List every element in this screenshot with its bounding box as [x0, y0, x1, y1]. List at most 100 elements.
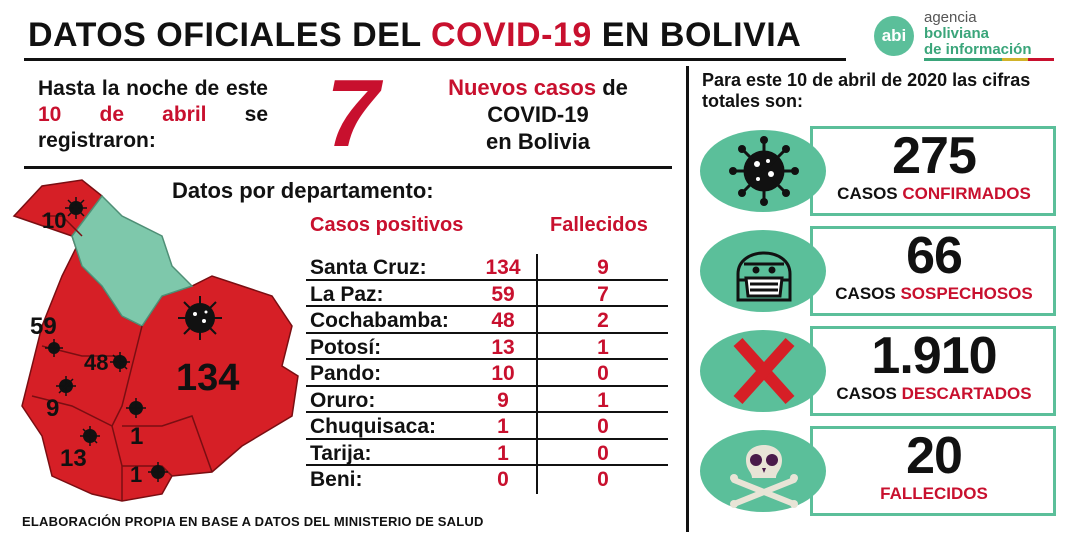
page-title: DATOS OFICIALES DEL COVID-19 EN BOLIVIA	[28, 16, 801, 55]
stat-label: FALLECIDOS	[812, 484, 1056, 504]
intro-text: Hasta la noche de este 10 de abril se re…	[38, 76, 268, 154]
horizontal-divider	[24, 166, 672, 169]
departments-table: Santa Cruz: 134 9 La Paz: 59 7 Cochabamba: 48 2 P…	[306, 254, 668, 493]
logo-line-3: de información	[924, 41, 1032, 58]
virus-icon	[65, 197, 87, 219]
abi-badge: abi	[874, 16, 914, 56]
virus-icon	[80, 426, 100, 446]
death-count: 1	[597, 388, 609, 412]
table-row: Pando: 10 0	[306, 360, 668, 387]
department-name: Pando:	[310, 362, 382, 385]
title-prefix: DATOS OFICIALES DEL	[28, 16, 421, 54]
map-label-tarija: 1	[130, 462, 142, 487]
new-cases-label-red: Nuevos casos	[448, 75, 597, 100]
stat-number: 66	[906, 227, 963, 285]
positive-count: 1	[497, 441, 509, 465]
virus-icon	[45, 339, 63, 357]
source-footer: ELABORACIÓN PROPIA EN BASE A DATOS DEL M…	[22, 514, 484, 529]
positive-count: 10	[491, 362, 515, 385]
totals-title: Para este 10 de abril de 2020 las cifras…	[702, 70, 1031, 111]
masked-person-icon	[736, 251, 792, 302]
title-highlight: COVID-19	[430, 16, 592, 54]
department-name: Chuquisaca:	[310, 415, 437, 438]
death-count: 1	[597, 335, 609, 359]
abi-logo: abi agencia boliviana de información	[874, 10, 1064, 61]
virus-icon	[110, 352, 130, 372]
logo-color-bar	[924, 58, 1054, 61]
table-row: Chuquisaca: 1 0	[306, 413, 668, 440]
stat-label-b: SOSPECHOSOS	[900, 284, 1033, 303]
map-label-potosi: 13	[60, 445, 87, 472]
virus-icon	[148, 462, 168, 482]
new-cases-label-c: en Bolivia	[486, 129, 590, 154]
new-cases-label-a: de	[602, 75, 628, 100]
stat-label-a: CASOS	[837, 184, 898, 203]
departments-title: Datos por departamento:	[172, 178, 434, 203]
virus-icon	[729, 136, 799, 206]
department-name: Tarija:	[310, 441, 372, 465]
bolivia-map: 10 59 48 134 9 13 1 1	[12, 179, 299, 502]
intro-text-b: se registraron:	[38, 103, 268, 152]
intro-text-a: Hasta la noche de este	[38, 77, 268, 100]
stat-label-b: FALLECIDOS	[880, 484, 988, 503]
table-row: Tarija: 1 0	[306, 440, 668, 466]
vertical-divider	[686, 66, 689, 532]
table-row: La Paz: 59 7	[306, 281, 668, 307]
department-name: Beni:	[310, 468, 363, 491]
stat-card	[810, 126, 1056, 216]
death-count: 9	[597, 256, 609, 279]
positive-count: 134	[485, 256, 521, 279]
table-column-separator	[536, 254, 538, 494]
table-row: Cochabamba: 48 2	[306, 307, 668, 334]
stat-label-b: DESCARTADOS	[901, 384, 1032, 403]
map-label-santa-cruz: 134	[176, 357, 239, 399]
positive-count: 0	[497, 468, 509, 491]
positive-count: 1	[497, 415, 509, 438]
department-name: La Paz:	[310, 282, 384, 306]
map-label-pando: 10	[42, 208, 66, 233]
virus-icon	[56, 376, 76, 396]
death-count: 0	[597, 441, 609, 465]
column-header-deaths: Fallecidos	[550, 214, 648, 236]
skull-crossbones-icon	[730, 445, 798, 508]
stat-label: CASOS SOSPECHOSOS	[812, 284, 1056, 304]
intro-date: 10 de abril	[38, 103, 207, 126]
stat-card	[810, 226, 1056, 316]
stat-deaths: 20 FALLECIDOS	[700, 426, 1060, 516]
death-count: 0	[597, 468, 609, 491]
table-row: Potosí: 13 1	[306, 334, 668, 360]
logo-line-2: boliviana	[924, 25, 990, 42]
red-x-icon	[733, 337, 795, 405]
map-virus-markers	[45, 197, 222, 482]
map-label-chuquisaca: 1	[130, 423, 143, 450]
department-name: Potosí:	[310, 335, 382, 359]
department-name: Oruro:	[310, 388, 376, 412]
title-underline	[24, 58, 846, 61]
department-name: Santa Cruz:	[310, 256, 427, 279]
positive-count: 48	[491, 309, 515, 332]
stat-number: 275	[892, 127, 977, 185]
new-cases-label: Nuevos casos de COVID-19 en Bolivia	[428, 74, 648, 155]
new-cases-label-b: COVID-19	[487, 102, 589, 127]
stat-label-b: CONFIRMADOS	[902, 184, 1031, 203]
stat-label: CASOS DESCARTADOS	[812, 384, 1056, 404]
virus-icon	[126, 398, 146, 418]
logo-text: agencia boliviana de información	[924, 10, 1032, 58]
death-count: 2	[597, 309, 609, 332]
stat-number: 20	[906, 427, 963, 485]
virus-icon	[178, 296, 222, 340]
positive-count: 9	[497, 388, 509, 412]
map-beni-region	[71, 194, 194, 327]
stat-label-a: CASOS	[835, 284, 896, 303]
stat-label: CASOS CONFIRMADOS	[812, 184, 1056, 204]
stat-card	[810, 426, 1056, 516]
stat-suspected: 66 CASOS SOSPECHOSOS	[700, 226, 1060, 316]
table-row: Beni: 0 0	[306, 466, 668, 493]
map-label-oruro: 9	[46, 395, 59, 422]
stat-card	[810, 326, 1056, 416]
death-count: 7	[597, 282, 609, 306]
title-suffix: EN BOLIVIA	[601, 16, 802, 54]
department-name: Cochabamba:	[310, 309, 449, 332]
stat-confirmed: 275 CASOS CONFIRMADOS	[700, 126, 1060, 216]
stat-discarded: 1.910 CASOS DESCARTADOS	[700, 326, 1060, 416]
